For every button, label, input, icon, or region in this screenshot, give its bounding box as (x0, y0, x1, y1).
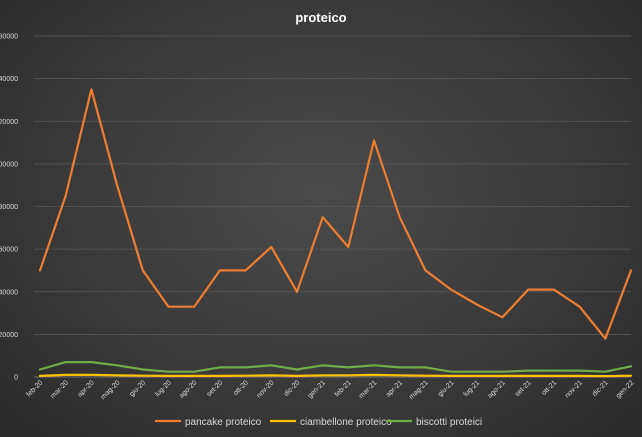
x-tick-label: mar-20 (49, 379, 70, 400)
gridlines (34, 35, 631, 378)
x-tick-label: ott-21 (541, 379, 559, 397)
legend: pancake proteico ciambellone proteico bisc… (155, 417, 482, 428)
y-tick-label: 120000 (0, 119, 18, 126)
legend-label: ciambellone proteico (300, 417, 392, 428)
x-tick-label: mag-21 (408, 379, 430, 401)
series-lines (38, 88, 633, 378)
y-tick-label: 0 (14, 375, 18, 382)
y-tick-label: 20000 (0, 332, 18, 339)
x-tick-label: gen-21 (307, 379, 327, 399)
y-tick-label: 140000 (0, 76, 18, 83)
x-tick-label: feb-20 (25, 379, 44, 398)
x-tick-label: ott-20 (232, 379, 250, 397)
y-tick-label: 60000 (0, 247, 18, 254)
x-tick-label: giu-20 (128, 379, 147, 398)
x-tick-label: mar-21 (358, 379, 379, 400)
legend-label: biscotti proteici (416, 417, 482, 428)
y-tick-label: 100000 (0, 161, 18, 168)
x-tick-label: lug-20 (154, 379, 173, 398)
legend-label: pancake proteico (185, 417, 262, 428)
x-tick-label: lug-21 (463, 379, 482, 398)
x-tick-label: apr-21 (385, 379, 404, 398)
x-tick-label: ago-21 (487, 379, 507, 399)
y-axis-tick-labels: 0 20000 40000 60000 80000 100000 120000 140000 1… (0, 34, 18, 382)
x-axis-tick-labels: feb-20 mar-20 apr-20 mag-20 giu-20 lug-20 ago-… (25, 379, 635, 401)
x-tick-label: giu-21 (437, 379, 456, 398)
legend-item: biscotti proteici (386, 417, 482, 428)
series-line-2 (38, 373, 633, 378)
x-tick-label: set-21 (514, 379, 533, 398)
x-tick-label: gen-22 (615, 379, 635, 399)
x-tick-label: mag-20 (100, 379, 122, 401)
y-tick-label: 80000 (0, 204, 18, 211)
chart-title: proteico (295, 10, 346, 25)
series-line-3 (38, 361, 633, 373)
x-tick-label: ago-20 (178, 379, 198, 399)
y-tick-label: 160000 (0, 34, 18, 41)
x-tick-label: dic-20 (283, 379, 302, 398)
x-tick-label: dic-21 (591, 379, 610, 398)
legend-item: pancake proteico (155, 417, 262, 428)
x-tick-label: set-20 (206, 379, 225, 398)
x-tick-label: apr-20 (77, 379, 96, 398)
series-line-1 (38, 88, 633, 340)
x-tick-label: feb-21 (334, 379, 353, 398)
legend-item: ciambellone proteico (270, 417, 392, 428)
x-tick-label: nov-20 (256, 379, 276, 399)
x-tick-label: nov-21 (564, 379, 584, 399)
y-tick-label: 40000 (0, 289, 18, 296)
